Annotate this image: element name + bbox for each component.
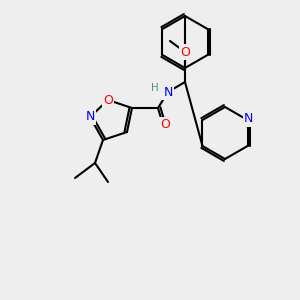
Text: O: O: [103, 94, 113, 106]
Text: H: H: [151, 83, 159, 93]
Text: O: O: [180, 46, 190, 59]
Text: O: O: [160, 118, 170, 131]
Text: N: N: [163, 85, 173, 98]
Text: N: N: [244, 112, 253, 125]
Text: N: N: [85, 110, 95, 124]
